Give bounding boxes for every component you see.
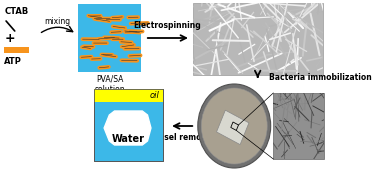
Text: PVA/SA
solution: PVA/SA solution [94, 75, 125, 94]
Text: mixing: mixing [44, 18, 70, 27]
Text: Bacteria immobilization: Bacteria immobilization [269, 74, 372, 82]
Bar [78, 4, 141, 72]
Bar [94, 89, 163, 161]
Text: +: + [5, 32, 16, 45]
Bar [231, 122, 239, 130]
Text: Water: Water [112, 134, 145, 144]
Text: Electrospinning: Electrospinning [133, 21, 201, 30]
Polygon shape [104, 111, 151, 145]
Text: oil: oil [150, 91, 160, 100]
Bar [193, 3, 323, 75]
Text: Diesel removal: Diesel removal [150, 133, 214, 142]
Text: ATP: ATP [4, 56, 22, 66]
Bar [217, 110, 249, 145]
Text: CTAB: CTAB [4, 6, 29, 16]
Bar [273, 93, 324, 159]
Bar [94, 89, 163, 102]
Circle shape [201, 88, 267, 164]
Bar [94, 89, 163, 161]
Circle shape [198, 84, 271, 168]
Bar [4, 47, 29, 53]
